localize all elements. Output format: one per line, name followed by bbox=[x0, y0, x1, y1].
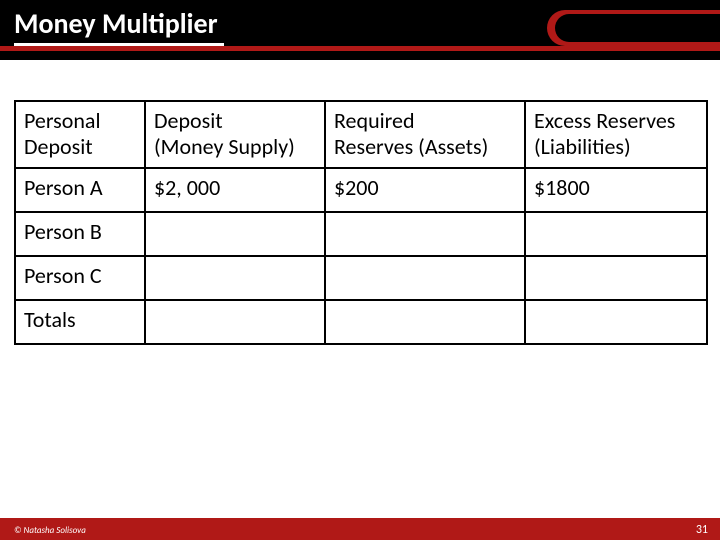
row-label: Totals bbox=[15, 300, 145, 344]
cell-required bbox=[325, 256, 525, 300]
cell-required: $200 bbox=[325, 168, 525, 212]
row-label: Person A bbox=[15, 168, 145, 212]
cell-excess bbox=[525, 256, 707, 300]
table-row: Person B bbox=[15, 212, 707, 256]
col-header-personal-deposit: Personal Deposit bbox=[15, 101, 145, 168]
credit-text: © Natasha Solisova bbox=[14, 525, 86, 536]
cell-excess bbox=[525, 300, 707, 344]
corner-shape-icon bbox=[535, 10, 720, 58]
cell-deposit: $2, 000 bbox=[145, 168, 325, 212]
cell-excess bbox=[525, 212, 707, 256]
table-header-row: Personal Deposit Deposit (Money Supply) … bbox=[15, 101, 707, 168]
money-multiplier-table: Personal Deposit Deposit (Money Supply) … bbox=[14, 100, 708, 345]
col-header-required-reserves: Required Reserves (Assets) bbox=[325, 101, 525, 168]
table-row: Person A $2, 000 $200 $1800 bbox=[15, 168, 707, 212]
corner-decoration bbox=[535, 10, 720, 58]
cell-deposit bbox=[145, 300, 325, 344]
header-line: (Liabilities) bbox=[534, 133, 631, 160]
page-title: Money Multiplier bbox=[14, 6, 218, 41]
cell-required bbox=[325, 212, 525, 256]
cell-deposit bbox=[145, 212, 325, 256]
col-header-excess-reserves: Excess Reserves (Liabilities) bbox=[525, 101, 707, 168]
table-row-totals: Totals bbox=[15, 300, 707, 344]
table-row: Person C bbox=[15, 256, 707, 300]
col-header-deposit: Deposit (Money Supply) bbox=[145, 101, 325, 168]
content-area: Personal Deposit Deposit (Money Supply) … bbox=[14, 100, 706, 345]
row-label: Person B bbox=[15, 212, 145, 256]
slide: Money Multiplier Personal Deposit Deposi… bbox=[0, 0, 720, 540]
cell-excess: $1800 bbox=[525, 168, 707, 212]
header-line: Excess Reserves bbox=[534, 107, 675, 134]
header-line: (Money Supply) bbox=[154, 133, 295, 160]
header-line: Deposit bbox=[24, 133, 93, 160]
footer-bar: © Natasha Solisova 31 bbox=[0, 518, 720, 540]
header-line: Deposit bbox=[154, 107, 223, 134]
page-number: 31 bbox=[696, 523, 708, 537]
header-line: Required bbox=[334, 107, 415, 134]
cell-required bbox=[325, 300, 525, 344]
header-line: Personal bbox=[24, 107, 101, 134]
row-label: Person C bbox=[15, 256, 145, 300]
header-line: Reserves (Assets) bbox=[334, 133, 488, 160]
cell-deposit bbox=[145, 256, 325, 300]
